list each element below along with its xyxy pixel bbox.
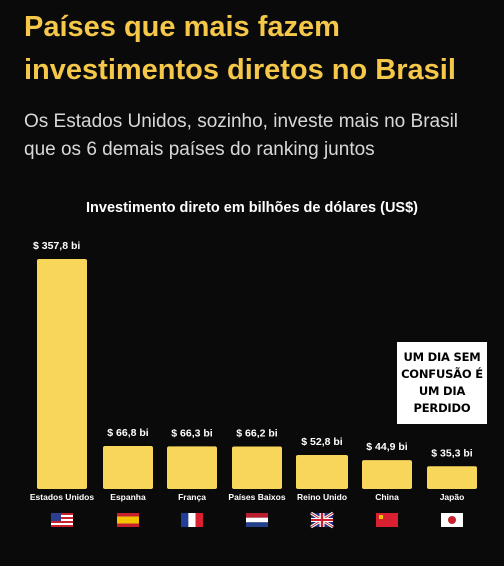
flag-japan-icon: [441, 513, 463, 527]
x-tick-label: Espanha: [110, 492, 146, 502]
x-tick-label: Países Baixos: [228, 492, 285, 502]
x-tick-label: Japão: [440, 492, 465, 502]
flag-france-icon: [181, 513, 203, 527]
bar: [296, 455, 348, 489]
page-subtitle: Os Estados Unidos, sozinho, investe mais…: [24, 111, 459, 160]
data-label: $ 357,8 bi: [33, 240, 80, 252]
bar: [362, 460, 412, 489]
data-label: $ 52,8 bi: [301, 436, 343, 448]
chart-title: Investimento direto em bilhões de dólare…: [86, 200, 418, 216]
data-label: $ 66,2 bi: [236, 427, 278, 439]
bar: [427, 466, 477, 489]
x-tick-label: Reino Unido: [297, 492, 347, 502]
data-label: $ 35,3 bi: [431, 447, 473, 459]
overlay-sticker-text: UM DIA SEM CONFUSÃO É UM DIA PERDIDO: [401, 350, 483, 415]
flag-china-icon: [376, 513, 398, 527]
flag-uk-icon: [310, 511, 334, 529]
data-label: $ 44,9 bi: [366, 441, 408, 453]
bar: [37, 259, 87, 489]
overlay-sticker: UM DIA SEM CONFUSÃO É UM DIA PERDIDO: [397, 342, 487, 424]
x-tick-label: China: [375, 492, 399, 502]
x-tick-label: França: [178, 492, 206, 502]
flag-netherlands-icon: [246, 513, 268, 527]
flag-usa-icon: [51, 513, 73, 527]
data-label: $ 66,3 bi: [171, 427, 213, 439]
bar: [232, 446, 282, 489]
x-tick-label: Estados Unidos: [30, 492, 95, 502]
bar: [167, 446, 217, 489]
page-title: Países que mais fazem investimentos dire…: [24, 11, 456, 86]
data-label: $ 66,8 bi: [107, 427, 149, 439]
bar: [103, 446, 153, 489]
flag-spain-icon: [117, 513, 139, 527]
